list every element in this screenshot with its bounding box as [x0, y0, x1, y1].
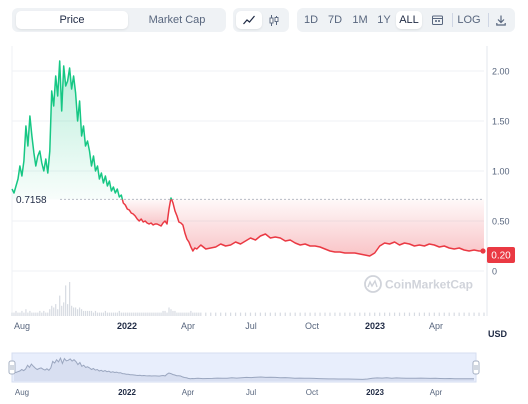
navigator-area	[14, 358, 474, 381]
navigator-x-tick-label: Apr	[182, 388, 195, 397]
toolbar-divider	[452, 13, 453, 27]
navigator-x-tick-label: 2023	[366, 388, 384, 397]
navigator-x-axis: Aug 2022 Apr Jul Oct 2023 Apr	[15, 388, 443, 397]
range-1m[interactable]: 1M	[352, 14, 368, 26]
navigator-x-tick-label: Oct	[306, 388, 319, 397]
tab-price[interactable]: Price	[16, 11, 128, 29]
tab-market-cap[interactable]: Market Cap	[148, 14, 206, 26]
candlestick-button[interactable]	[262, 11, 286, 29]
range-7d[interactable]: 7D	[327, 14, 343, 26]
range-all[interactable]: ALL	[396, 11, 422, 29]
range-1d[interactable]: 1D	[303, 14, 319, 26]
range-group: 1D 7D 1M 1Y ALL LOG	[297, 8, 515, 32]
navigator-line	[13, 356, 474, 380]
range-1y[interactable]: 1Y	[377, 14, 391, 26]
download-icon	[496, 15, 506, 26]
navigator-x-tick-label: Jul	[246, 388, 256, 397]
chart-style-group	[233, 8, 289, 32]
download-button[interactable]	[491, 11, 511, 29]
navigator-x-tick-label: Apr	[430, 388, 443, 397]
navigator-x-tick-label: Aug	[15, 388, 29, 397]
log-scale-button[interactable]: LOG	[457, 14, 481, 26]
candlestick-icon	[269, 14, 279, 26]
line-chart-button[interactable]	[236, 11, 262, 29]
navigator-handle-left[interactable]	[8, 360, 16, 375]
toolbar-divider	[488, 13, 489, 27]
navigator-handle-right[interactable]	[472, 360, 480, 375]
view-tab-group: Price Market Cap	[12, 8, 226, 32]
calendar-icon	[431, 15, 443, 25]
line-chart-icon	[243, 15, 255, 25]
calendar-button[interactable]	[427, 11, 447, 29]
navigator-x-tick-label: 2022	[118, 388, 136, 397]
